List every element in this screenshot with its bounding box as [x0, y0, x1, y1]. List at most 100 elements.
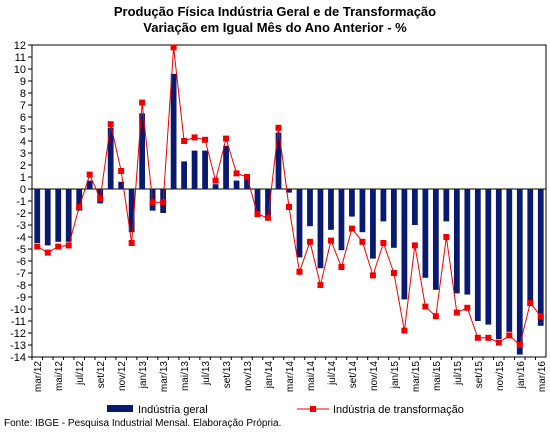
bar-industria-geral	[370, 189, 376, 259]
point-industria-transformacao	[118, 168, 125, 174]
point-industria-transformacao	[348, 225, 355, 232]
y-tick-label: -13	[10, 340, 26, 352]
point-industria-transformacao	[369, 272, 376, 279]
y-tick-label: -8	[16, 280, 26, 292]
y-tick-label: 0	[20, 184, 26, 196]
bar-industria-geral	[391, 189, 397, 248]
point-industria-transformacao	[474, 334, 481, 341]
legend-swatch-industria-geral	[107, 405, 133, 412]
bar-industria-geral	[44, 189, 51, 246]
bar-industria-geral	[202, 150, 208, 189]
bar-industria-geral	[212, 184, 219, 189]
point-industria-transformacao	[139, 99, 146, 106]
bar-industria-geral	[254, 189, 261, 213]
bar-industria-geral	[359, 189, 366, 233]
bar-industria-geral	[128, 189, 135, 233]
point-industria-transformacao	[464, 304, 471, 311]
point-industria-transformacao	[306, 238, 313, 245]
point-industria-transformacao	[128, 240, 135, 246]
source-note: Fonte: IBGE - Pesquisa Industrial Mensal…	[4, 418, 282, 429]
point-industria-transformacao	[537, 313, 544, 320]
point-industria-transformacao	[170, 44, 177, 51]
x-tick-label: jul/15	[453, 361, 464, 386]
bar-industria-geral	[65, 189, 72, 242]
y-tick-label: -1	[16, 196, 26, 208]
bar-industria-geral	[275, 132, 282, 189]
bar-industria-geral	[191, 150, 198, 189]
bar-industria-geral	[55, 189, 62, 242]
bar-industria-geral	[474, 189, 481, 321]
x-tick-label: jul/13	[201, 361, 212, 386]
y-tick-label: 3	[20, 148, 26, 160]
point-industria-transformacao	[160, 199, 167, 206]
point-industria-transformacao	[527, 300, 534, 306]
y-tick-label: -7	[16, 268, 26, 280]
x-tick-label: mar/15	[411, 361, 422, 393]
bar-industria-geral	[317, 189, 324, 269]
point-industria-transformacao	[55, 243, 62, 250]
point-industria-transformacao	[401, 327, 408, 334]
point-industria-transformacao	[485, 334, 492, 341]
y-tick-label: 4	[20, 136, 26, 148]
bar-industria-geral	[506, 189, 513, 332]
point-industria-transformacao	[432, 313, 439, 320]
y-tick-label: 7	[20, 100, 26, 112]
point-industria-transformacao	[86, 171, 93, 178]
x-tick-label: mai/13	[180, 361, 191, 391]
y-tick-label: 11	[15, 52, 26, 64]
point-industria-transformacao	[223, 135, 230, 142]
point-industria-transformacao	[76, 204, 83, 210]
bar-industria-geral	[223, 145, 229, 189]
bar-industria-geral	[443, 189, 450, 222]
bar-industria-geral	[432, 189, 439, 290]
y-tick-label: 2	[20, 160, 26, 172]
bar-industria-geral	[107, 127, 114, 189]
x-tick-label: nov/12	[117, 361, 128, 391]
y-tick-label: 1	[20, 172, 26, 184]
point-industria-transformacao	[495, 339, 502, 346]
bar-industria-geral	[181, 161, 187, 189]
point-industria-transformacao	[191, 134, 198, 141]
y-tick-label: 5	[20, 124, 26, 136]
point-industria-transformacao	[453, 309, 460, 316]
bar-industria-geral	[139, 113, 146, 189]
point-industria-transformacao	[65, 242, 72, 249]
point-industria-transformacao	[149, 199, 156, 206]
bar-industria-geral	[296, 189, 303, 258]
bar-industria-geral	[118, 181, 125, 189]
x-tick-label: jul/14	[327, 361, 338, 386]
bar-industria-geral	[422, 189, 429, 278]
point-industria-transformacao	[181, 138, 188, 144]
bar-industria-geral	[328, 189, 334, 230]
y-tick-label: -14	[10, 352, 26, 364]
bar-industria-geral	[401, 189, 408, 300]
point-industria-transformacao	[254, 211, 261, 218]
legend-marker-industria-transformacao	[310, 406, 316, 412]
bar-industria-geral	[244, 175, 250, 189]
point-industria-transformacao	[107, 121, 114, 128]
bar-industria-geral	[537, 189, 544, 326]
y-tick-label: 6	[20, 112, 26, 124]
point-industria-transformacao	[506, 332, 513, 339]
bar-industria-geral	[265, 189, 271, 218]
point-industria-transformacao	[359, 238, 366, 245]
x-tick-label: set/12	[96, 361, 107, 389]
bar-industria-geral	[86, 180, 93, 189]
bar-industria-geral	[233, 180, 240, 189]
y-tick-label: -11	[11, 316, 26, 328]
bar-industria-geral	[464, 189, 471, 295]
bar-industria-geral	[527, 189, 534, 306]
point-industria-transformacao	[338, 264, 345, 270]
bar-industria-geral	[411, 189, 418, 225]
x-tick-label: mai/15	[432, 361, 443, 391]
point-industria-transformacao	[265, 214, 272, 221]
point-industria-transformacao	[212, 177, 219, 184]
x-tick-label: nov/13	[243, 361, 254, 391]
y-tick-label: 9	[20, 76, 26, 88]
point-industria-transformacao	[380, 240, 387, 246]
point-industria-transformacao	[411, 242, 418, 249]
point-industria-transformacao	[422, 303, 429, 310]
bar-industria-geral	[286, 189, 292, 193]
y-tick-label: -12	[10, 328, 26, 340]
x-tick-label: jan/13	[138, 361, 149, 390]
